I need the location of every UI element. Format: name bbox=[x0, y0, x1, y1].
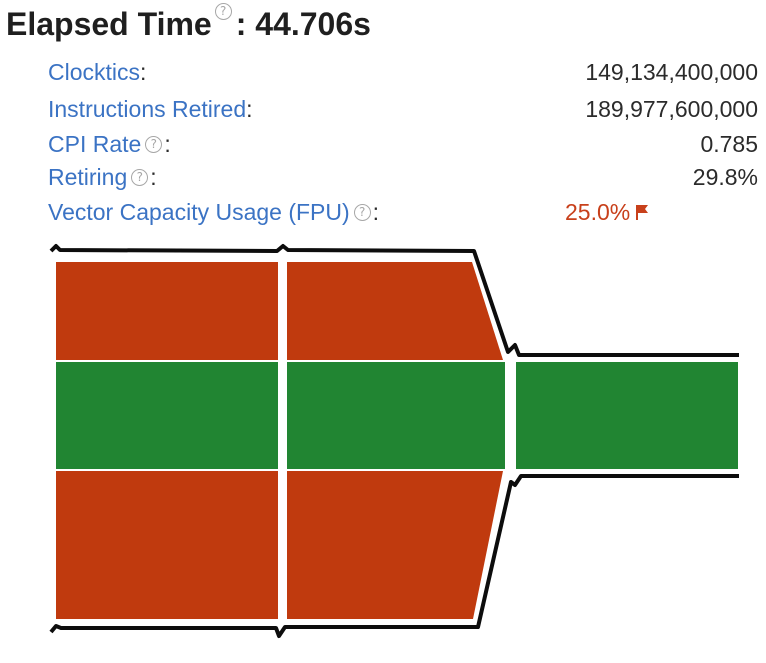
metric-label-instructions-retired[interactable]: Instructions Retired: bbox=[48, 96, 253, 122]
elapsed-time-heading: Elapsed Time ? : 44.706s bbox=[6, 0, 371, 48]
pipe-2-middle-green bbox=[287, 362, 505, 469]
help-icon[interactable]: ? bbox=[145, 136, 163, 153]
metric-row-clockticks: Clocktics: 149,134,400,000 bbox=[48, 54, 758, 91]
retiring-label[interactable]: Retiring bbox=[48, 164, 128, 190]
pipe-3-middle-green bbox=[516, 362, 738, 469]
cpi-rate-value: 0.785 bbox=[700, 131, 758, 157]
pipe-1-top-red bbox=[56, 262, 278, 360]
metric-row-instructions-retired: Instructions Retired: 189,977,600,000 bbox=[48, 91, 758, 128]
vector-capacity-usage-value: 25.0% bbox=[565, 199, 631, 225]
pipe-1-bottom-red bbox=[56, 471, 278, 619]
help-icon[interactable]: ? bbox=[214, 3, 232, 20]
elapsed-time-value: : 44.706s bbox=[235, 5, 371, 42]
pipe-outline bbox=[49, 244, 739, 638]
pipe-2-top-red bbox=[287, 262, 503, 360]
elapsed-time-label: Elapsed Time bbox=[6, 5, 212, 42]
instructions-retired-value: 189,977,600,000 bbox=[585, 96, 758, 122]
retiring-value: 29.8% bbox=[692, 164, 758, 190]
metric-label-cpi-rate[interactable]: CPI Rate ?: bbox=[48, 131, 171, 157]
metric-label-vector-capacity-usage[interactable]: Vector Capacity Usage (FPU) ?: bbox=[48, 199, 380, 225]
instructions-retired-label[interactable]: Instructions Retired bbox=[48, 96, 247, 122]
pipe-2-bottom-red bbox=[287, 471, 503, 619]
pipeline-diagram bbox=[49, 244, 739, 638]
metric-label-clockticks[interactable]: Clocktics: bbox=[48, 59, 147, 85]
metric-row-retiring: Retiring ?: 29.8% bbox=[48, 161, 758, 194]
clockticks-label[interactable]: Clocktics bbox=[48, 59, 141, 85]
metrics-list: Clocktics: 149,134,400,000 Instructions … bbox=[48, 54, 758, 231]
flag-icon bbox=[635, 199, 649, 226]
pipe-1-middle-green bbox=[56, 362, 278, 469]
clockticks-value: 149,134,400,000 bbox=[585, 59, 758, 85]
pipe-segment-2 bbox=[287, 262, 505, 619]
cpi-rate-label[interactable]: CPI Rate bbox=[48, 131, 142, 157]
pipe-segment-1 bbox=[56, 262, 278, 619]
metric-label-retiring[interactable]: Retiring ?: bbox=[48, 164, 157, 190]
metric-row-vector-capacity-usage: Vector Capacity Usage (FPU) ?: 25.0% bbox=[48, 194, 758, 231]
metric-row-cpi-rate: CPI Rate ?: 0.785 bbox=[48, 128, 758, 161]
pipe-segment-3 bbox=[516, 362, 738, 469]
help-icon[interactable]: ? bbox=[131, 169, 149, 186]
vector-capacity-usage-label[interactable]: Vector Capacity Usage (FPU) bbox=[48, 199, 350, 225]
help-icon[interactable]: ? bbox=[353, 204, 371, 221]
vector-capacity-usage-value-group: 25.0% bbox=[565, 199, 649, 226]
